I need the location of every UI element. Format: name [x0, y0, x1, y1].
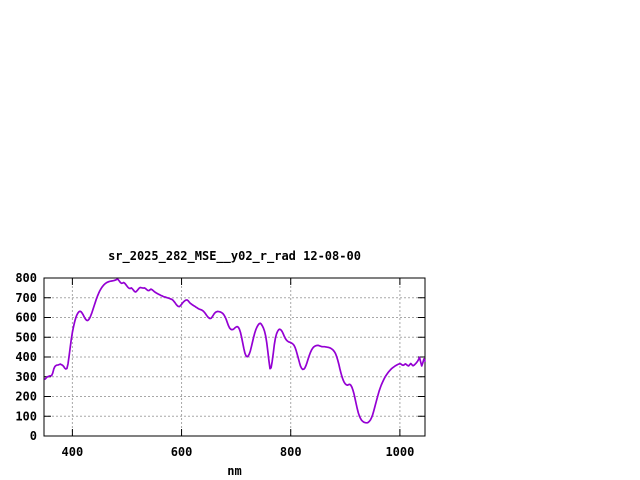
y-tick-label: 300 — [15, 370, 37, 384]
x-tick-label: 400 — [62, 445, 84, 459]
x-tick-label: 600 — [171, 445, 193, 459]
plot-border — [43, 277, 426, 437]
y-tick-label: 0 — [30, 429, 37, 443]
x-tick-label: 1000 — [385, 445, 414, 459]
x-axis-label: nm — [227, 464, 242, 478]
x-tick-label: 800 — [280, 445, 302, 459]
y-tick-label: 700 — [15, 291, 37, 305]
y-tick-label: 500 — [15, 330, 37, 344]
y-tick-label: 100 — [15, 409, 37, 423]
y-tick-label: 600 — [15, 311, 37, 325]
y-tick-label: 400 — [15, 350, 37, 364]
data-line — [44, 278, 426, 424]
y-tick-label: 800 — [15, 271, 37, 285]
y-tick-label: 200 — [15, 390, 37, 404]
chart-title: sr_2025_282_MSE__y02_r_rad 12-08-00 — [108, 249, 361, 263]
